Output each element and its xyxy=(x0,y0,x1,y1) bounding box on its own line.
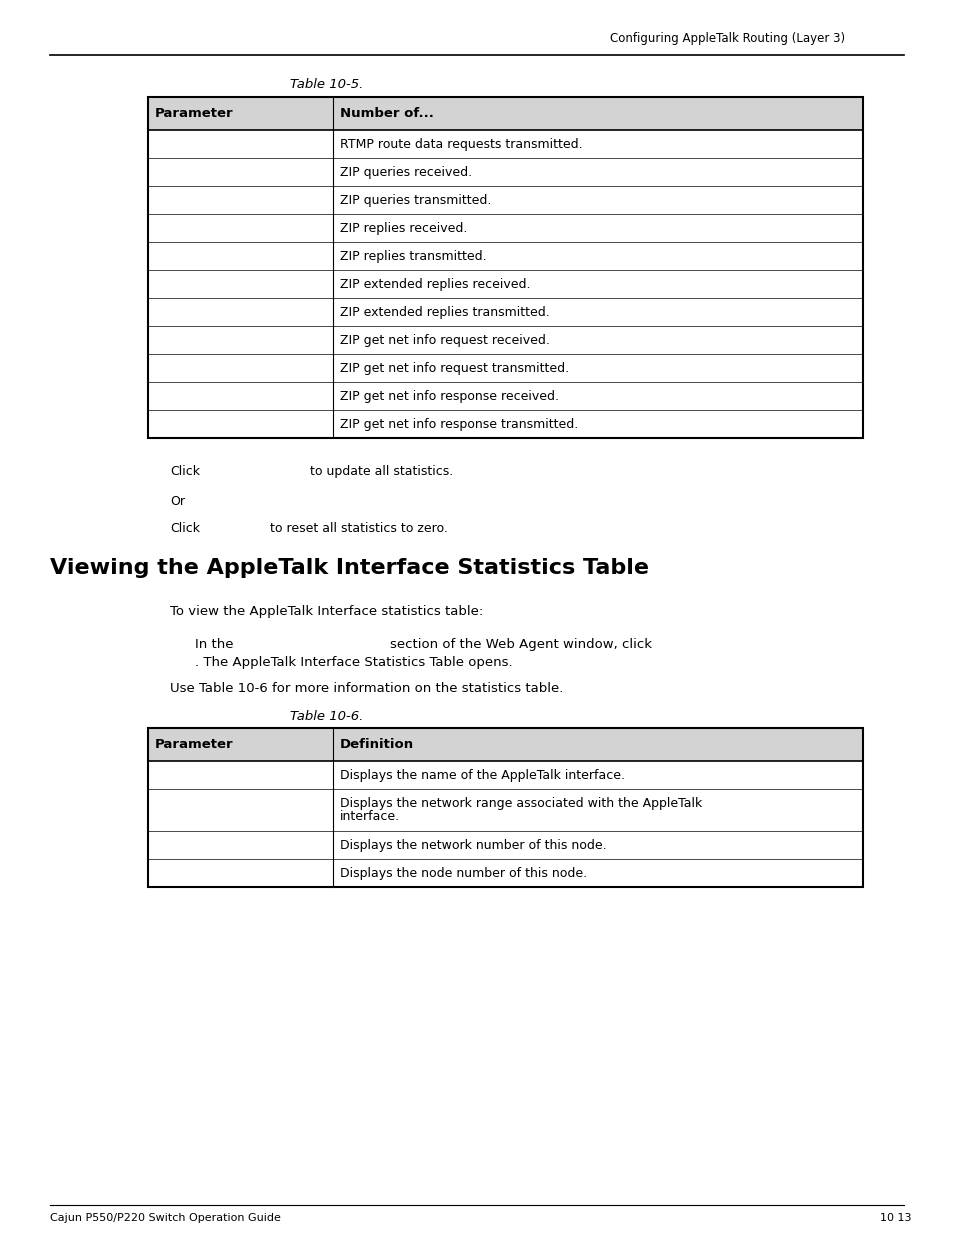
Text: Parameter: Parameter xyxy=(154,739,233,751)
Text: Displays the node number of this node.: Displays the node number of this node. xyxy=(339,867,586,881)
Text: To view the AppleTalk Interface statistics table:: To view the AppleTalk Interface statisti… xyxy=(170,605,483,618)
Text: ZIP replies received.: ZIP replies received. xyxy=(339,222,467,235)
Text: interface.: interface. xyxy=(339,810,399,823)
Text: ZIP get net info response received.: ZIP get net info response received. xyxy=(339,390,558,403)
Text: Number of...: Number of... xyxy=(339,107,434,120)
Text: ZIP extended replies transmitted.: ZIP extended replies transmitted. xyxy=(339,306,549,319)
Text: Table 10-5.: Table 10-5. xyxy=(290,78,363,91)
Text: ZIP get net info request received.: ZIP get net info request received. xyxy=(339,333,549,347)
Bar xyxy=(148,727,862,887)
Text: Cajun P550/P220 Switch Operation Guide: Cajun P550/P220 Switch Operation Guide xyxy=(50,1213,280,1223)
Text: Click: Click xyxy=(170,466,200,478)
Text: Viewing the AppleTalk Interface Statistics Table: Viewing the AppleTalk Interface Statisti… xyxy=(50,558,648,578)
Text: ZIP extended replies received.: ZIP extended replies received. xyxy=(339,278,530,291)
Text: 10 13: 10 13 xyxy=(879,1213,910,1223)
Bar xyxy=(148,727,862,761)
Text: section of the Web Agent window, click: section of the Web Agent window, click xyxy=(390,638,651,651)
Bar xyxy=(148,98,862,130)
Text: ZIP get net info request transmitted.: ZIP get net info request transmitted. xyxy=(339,362,569,375)
Text: Configuring AppleTalk Routing (Layer 3): Configuring AppleTalk Routing (Layer 3) xyxy=(609,32,844,44)
Text: ZIP get net info response transmitted.: ZIP get net info response transmitted. xyxy=(339,417,578,431)
Text: Displays the name of the AppleTalk interface.: Displays the name of the AppleTalk inter… xyxy=(339,769,624,782)
Bar xyxy=(148,98,862,438)
Text: Or: Or xyxy=(170,495,185,508)
Text: RTMP route data requests transmitted.: RTMP route data requests transmitted. xyxy=(339,138,582,151)
Text: Definition: Definition xyxy=(339,739,414,751)
Text: to reset all statistics to zero.: to reset all statistics to zero. xyxy=(270,522,447,535)
Text: Table 10-6.: Table 10-6. xyxy=(290,710,363,722)
Text: Click: Click xyxy=(170,522,200,535)
Text: ZIP queries transmitted.: ZIP queries transmitted. xyxy=(339,194,491,207)
Text: Displays the network range associated with the AppleTalk: Displays the network range associated wi… xyxy=(339,797,701,810)
Text: In the: In the xyxy=(194,638,233,651)
Text: to update all statistics.: to update all statistics. xyxy=(310,466,453,478)
Text: ZIP queries received.: ZIP queries received. xyxy=(339,165,472,179)
Text: Displays the network number of this node.: Displays the network number of this node… xyxy=(339,839,606,852)
Text: . The AppleTalk Interface Statistics Table opens.: . The AppleTalk Interface Statistics Tab… xyxy=(194,656,512,669)
Text: Parameter: Parameter xyxy=(154,107,233,120)
Text: Use Table 10-6 for more information on the statistics table.: Use Table 10-6 for more information on t… xyxy=(170,682,563,695)
Text: ZIP replies transmitted.: ZIP replies transmitted. xyxy=(339,249,486,263)
